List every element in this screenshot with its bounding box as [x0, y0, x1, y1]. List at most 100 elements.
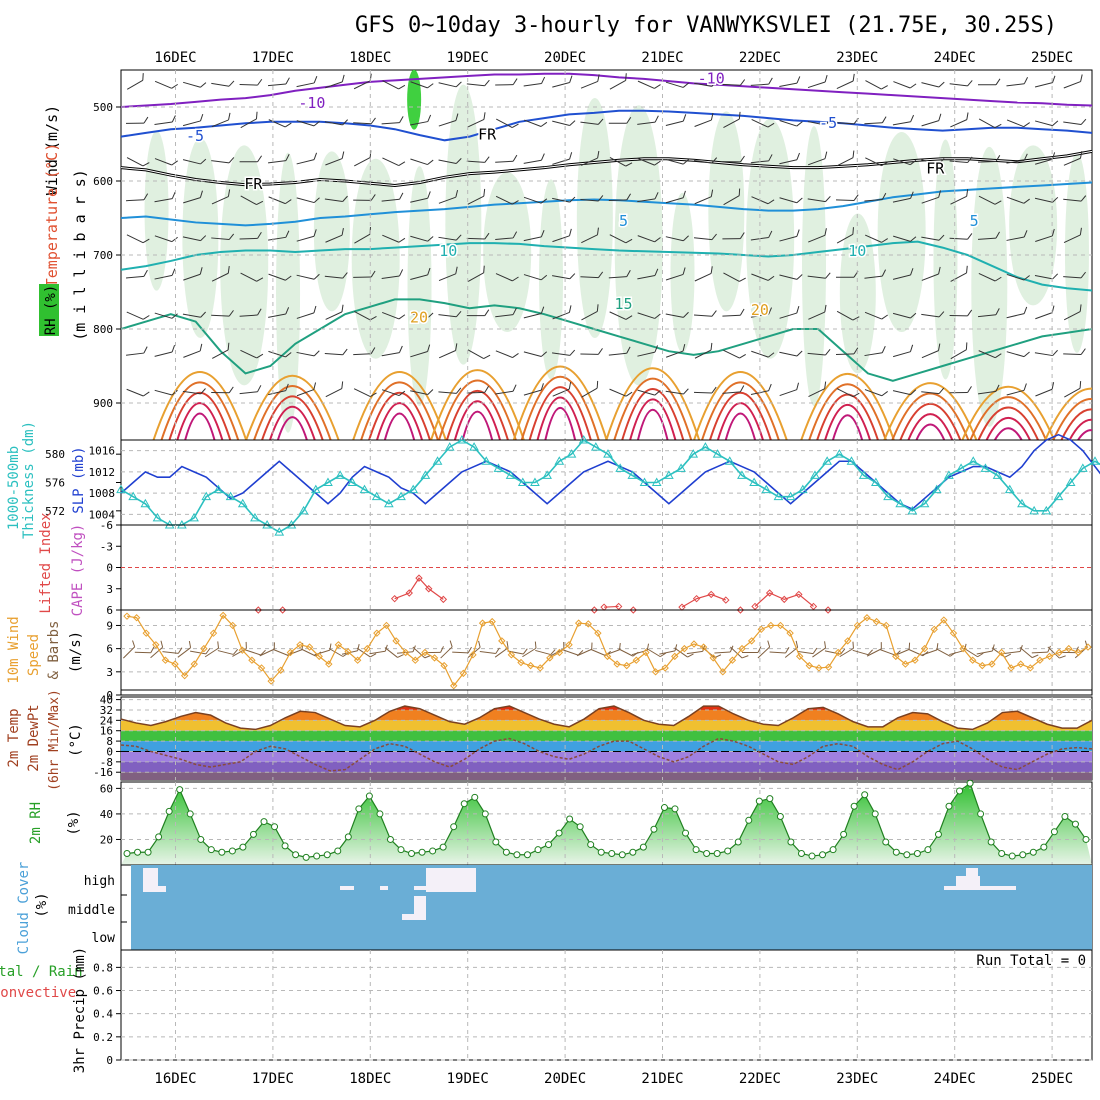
thickness-marker — [298, 505, 309, 515]
wind10-unit: (m/s) — [68, 631, 84, 673]
rh-marker — [682, 829, 690, 837]
wind-barb — [865, 80, 888, 90]
rh-marker — [692, 846, 700, 854]
rh-marker — [418, 848, 426, 856]
contour-label: -5 — [186, 127, 204, 145]
wind-barb — [410, 235, 434, 242]
wind-barb — [438, 343, 458, 359]
wind-barb — [1034, 273, 1059, 280]
thickness-tick: 572 — [45, 505, 65, 518]
wind-barb-10m — [217, 649, 239, 655]
lifted-index-line — [395, 578, 828, 610]
precip-label-b: Convective — [0, 985, 76, 1001]
wind-barb — [637, 312, 661, 319]
rh-marker — [144, 848, 152, 856]
wind-speed-marker — [257, 664, 266, 672]
wind-barb — [495, 384, 517, 395]
y-tick-label: 40 — [100, 694, 113, 707]
wind-speed-marker — [623, 661, 631, 670]
wind-barb — [354, 311, 377, 321]
cloud-patch — [340, 886, 354, 890]
wind-barb — [552, 381, 572, 397]
wind-barb — [438, 190, 459, 204]
wind-barb — [239, 155, 263, 163]
temp-band — [121, 706, 1092, 710]
isotherm-warm — [430, 369, 525, 440]
cloud-patch — [380, 886, 388, 890]
temp2m-label-a: 2m Temp — [6, 708, 22, 767]
top-day-labels: 16DEC 17DEC 18DEC 19DEC 20DEC 21DEC 22DEC 23DEC… — [154, 50, 1073, 66]
isotherm-warm — [512, 365, 608, 440]
wind-barb — [609, 311, 633, 320]
slp-tick: 1016 — [89, 445, 116, 458]
wind-barb — [296, 197, 320, 204]
rh-marker — [945, 802, 953, 810]
thickness-marker — [761, 484, 772, 494]
lifted-index-marker — [722, 596, 730, 604]
isotherm-line — [121, 72, 1092, 108]
rh-shading — [839, 213, 876, 374]
wind10-label-b: Speed — [26, 634, 42, 676]
rh-shading — [539, 179, 564, 380]
wind-barb — [240, 111, 258, 129]
isotherm-warm — [360, 381, 439, 440]
wind-speed-marker — [373, 629, 381, 637]
run-total: Run Total = 0 — [976, 953, 1086, 969]
wind-barb — [921, 234, 945, 241]
day-label-bottom: 23DEC — [836, 1071, 878, 1087]
wind-speed-marker — [1036, 656, 1044, 664]
rh-marker — [344, 833, 352, 841]
rh-marker — [302, 853, 310, 861]
rh-marker — [1061, 812, 1069, 820]
thickness-marker — [870, 477, 881, 486]
cloud-label: Cloud Cover — [16, 862, 32, 955]
wind-speed-marker — [844, 637, 852, 645]
thickness-tick: 580 — [45, 448, 65, 461]
contour-label: 10 — [848, 242, 866, 260]
wind-barb — [921, 266, 941, 281]
wind-barb — [978, 384, 1000, 395]
wind-barb — [950, 342, 968, 360]
wind-barb — [637, 115, 659, 125]
cloud-level-label: low — [92, 931, 116, 946]
wind-barb — [1035, 228, 1055, 242]
rh-marker — [545, 841, 553, 849]
wind-speed-marker — [757, 625, 765, 634]
temp-band — [121, 720, 1092, 731]
wind-barb — [211, 157, 235, 164]
wind-barb — [523, 351, 548, 357]
rh-marker — [271, 823, 279, 831]
rh-shading — [483, 172, 532, 333]
rh-marker — [313, 852, 321, 860]
wind-barb — [552, 349, 576, 356]
isotherm-warm — [528, 386, 592, 440]
thickness-marker — [639, 477, 650, 486]
wind-barb — [1006, 306, 1028, 319]
wind-barb — [523, 196, 548, 204]
wind-barb-10m — [535, 649, 556, 656]
wind-barb — [637, 192, 659, 203]
wind-barb — [438, 310, 462, 318]
thickness-marker — [895, 498, 906, 508]
wind-barb — [523, 153, 545, 164]
wind-speed-marker — [671, 652, 679, 661]
isotherm-warm — [261, 395, 324, 440]
temp-band — [121, 741, 1092, 752]
thickness-line — [120, 438, 1100, 534]
wind-barb-10m — [730, 646, 749, 659]
wind-speed-marker — [190, 660, 198, 668]
wind-barb-10m — [384, 647, 404, 658]
isotherm-warm — [376, 402, 424, 440]
wind-barb — [807, 74, 828, 89]
wind-barb — [893, 344, 914, 358]
wind-barb — [835, 117, 859, 125]
isotherm-line — [121, 181, 1092, 227]
wind-barb-10m — [177, 640, 192, 658]
day-label-top: 25DEC — [1031, 50, 1073, 66]
wind-barb-10m — [769, 647, 790, 654]
cloud-patch — [980, 886, 1016, 890]
thickness-marker — [822, 456, 833, 465]
wind-10m-panel: 0 3 6 9 — [106, 609, 1093, 702]
rh-shading — [877, 132, 926, 333]
